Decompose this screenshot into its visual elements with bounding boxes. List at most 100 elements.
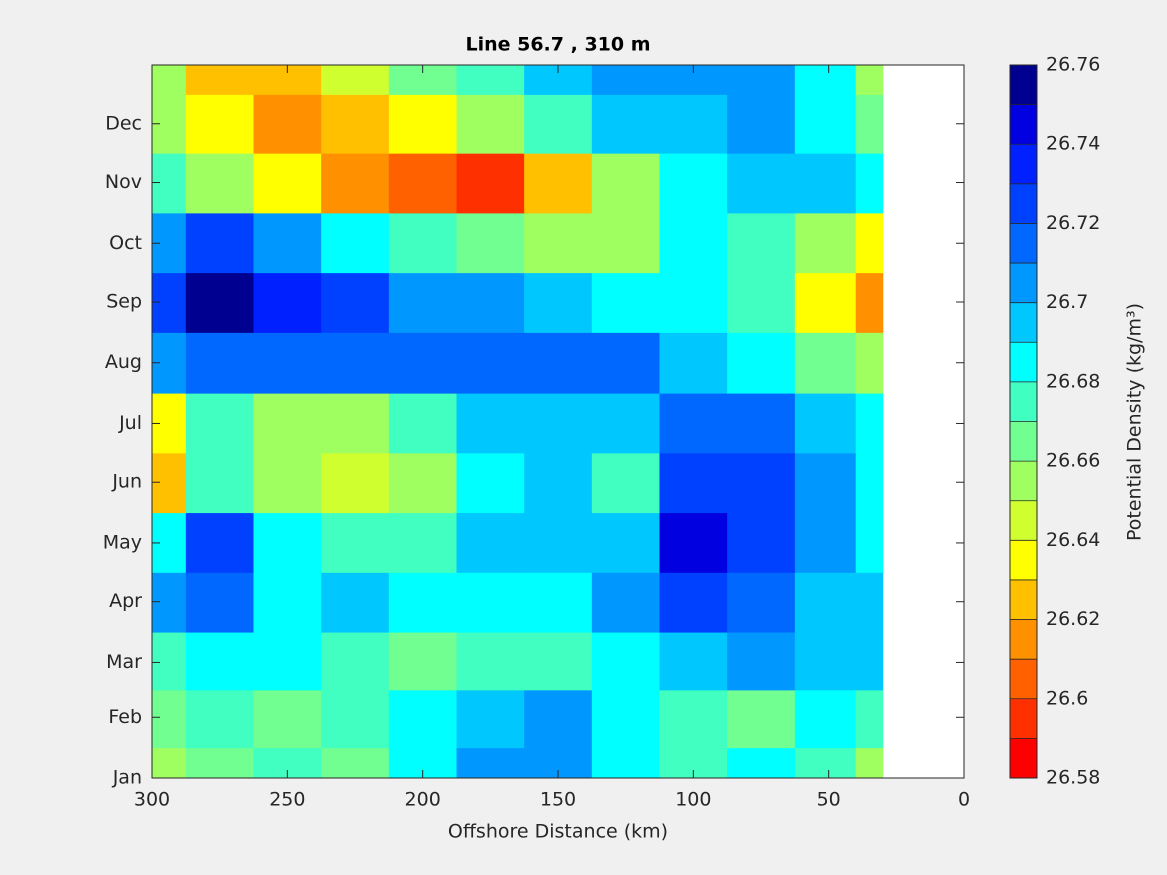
contour-cell [388, 212, 457, 274]
contour-cell [794, 153, 857, 214]
x-tick-label: 300 [134, 789, 170, 811]
y-tick-label: Dec [105, 112, 142, 134]
contour-cell [659, 393, 728, 454]
x-tick-label: 150 [540, 789, 576, 811]
y-tick-label: Nov [105, 171, 142, 193]
contour-cell [388, 512, 457, 573]
colorbar-tick-label: 26.68 [1046, 370, 1100, 392]
colorbar-band [1010, 579, 1037, 620]
x-tick-label: 250 [269, 789, 305, 811]
contour-cell [185, 65, 254, 95]
contour-cell [388, 689, 457, 749]
contour-cell [524, 632, 593, 691]
contour-cell [152, 632, 187, 691]
contour-cell [794, 94, 857, 154]
contour-cell [855, 272, 884, 333]
contour-cell [855, 512, 884, 573]
contour-cell [388, 94, 457, 154]
contour-cell [321, 747, 390, 779]
contour-cell [524, 512, 593, 573]
contour-cell [855, 747, 884, 779]
contour-cell [388, 393, 457, 454]
contour-cell [794, 747, 857, 779]
colorbar-tick-label: 26.7 [1046, 291, 1088, 313]
contour-cell [524, 212, 593, 274]
contour-cell [321, 632, 390, 691]
contour-cell [185, 689, 254, 749]
contour-cell [794, 332, 857, 394]
contour-cell [591, 272, 660, 333]
contour-cell [456, 272, 525, 333]
colorbar-tick-label: 26.76 [1046, 54, 1100, 76]
contour-cell [591, 572, 660, 633]
contour-cell [524, 452, 593, 514]
contour-cell [456, 153, 525, 214]
contour-cell [591, 94, 660, 154]
contour-cell [152, 272, 187, 333]
colorbar-band [1010, 342, 1037, 382]
contour-cell [456, 632, 525, 691]
y-tick-label: Aug [105, 351, 142, 373]
contour-cell [591, 747, 660, 779]
contour-cell [253, 94, 322, 154]
contour-cell [253, 452, 322, 514]
y-tick-label: Sep [106, 291, 142, 313]
contour-cell [185, 747, 254, 779]
contour-cell [659, 632, 728, 691]
x-tick-label: 50 [817, 789, 841, 811]
contour-cell [321, 65, 390, 95]
contour-cell [524, 689, 593, 749]
contour-cell [794, 393, 857, 454]
colorbar-band [1010, 144, 1037, 184]
contour-cell [727, 65, 796, 95]
contour-cell [456, 212, 525, 274]
contour-cell [855, 212, 884, 274]
colorbar-label: Potential Density (kg/m³) [1124, 303, 1146, 541]
contour-cell [727, 332, 796, 394]
contour-cell [855, 94, 884, 154]
contour-cell [253, 689, 322, 749]
contour-cell [321, 512, 390, 573]
contour-cell [321, 393, 390, 454]
contour-cell [321, 153, 390, 214]
contour-cell [456, 512, 525, 573]
chart-title: Line 56.7 , 310 m [465, 34, 650, 56]
contour-cell [456, 332, 525, 394]
contour-cell [524, 272, 593, 333]
contour-cell [321, 452, 390, 514]
y-tick-label: Oct [109, 232, 142, 254]
contour-cell [253, 393, 322, 454]
contour-cell [388, 332, 457, 394]
colorbar-band [1010, 65, 1037, 105]
colorbar-tick-label: 26.66 [1046, 450, 1100, 472]
contour-cell [659, 272, 728, 333]
contour-cell [591, 65, 660, 95]
colorbar-band [1010, 738, 1037, 778]
colorbar-tick-label: 26.62 [1046, 608, 1100, 630]
contour-cell [727, 572, 796, 633]
contour-cell [727, 393, 796, 454]
contour-cell [321, 272, 390, 333]
contour-cell [456, 572, 525, 633]
contour-cell [727, 747, 796, 779]
contour-cell [456, 65, 525, 95]
contour-cell [659, 572, 728, 633]
contour-cell [855, 393, 884, 454]
x-tick-label: 200 [405, 789, 441, 811]
contour-cell [855, 632, 884, 691]
contour-cell [152, 65, 187, 95]
contour-cell [794, 212, 857, 274]
contour-cell [456, 393, 525, 454]
colorbar-band [1010, 540, 1037, 580]
contour-cell [794, 452, 857, 514]
contour-cell [253, 512, 322, 573]
contour-cell [185, 632, 254, 691]
contour-cell [185, 212, 254, 274]
colorbar-band [1010, 659, 1037, 699]
contour-cell [185, 393, 254, 454]
contour-cell [659, 512, 728, 573]
y-tick-label: May [103, 531, 142, 553]
contour-cell [253, 572, 322, 633]
colorbar-band [1010, 263, 1037, 303]
contour-cell [794, 272, 857, 333]
